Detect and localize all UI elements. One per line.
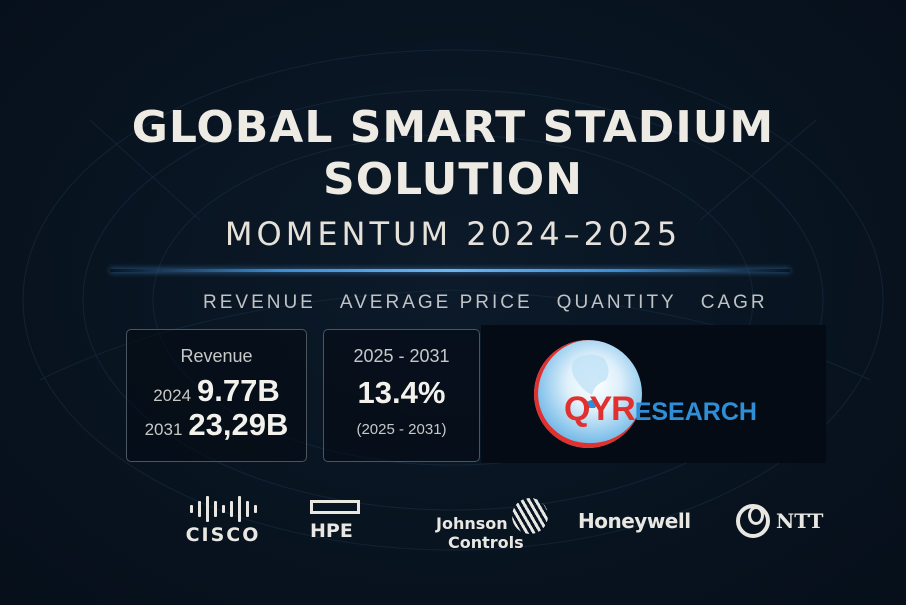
jc-line2: Controls [448, 533, 524, 552]
revenue-value: 23,29B [188, 407, 289, 442]
partner-honeywell: Honeywell [578, 509, 691, 533]
metric-label-cagr: CAGR [700, 292, 768, 313]
cagr-card-heading: 2025 - 2031 [353, 346, 450, 366]
cisco-bars-icon [178, 496, 268, 522]
page-title-line2: SOLUTION [323, 154, 583, 205]
revenue-value: 9.77B [197, 373, 280, 408]
metrics-nav: REVENUE AVERAGE PRICE QUANTITY CAGR [203, 292, 768, 314]
hpe-rectangle-icon [310, 500, 360, 514]
partner-cisco: CISCO [178, 496, 268, 546]
revenue-card-heading: Revenue [180, 346, 253, 366]
partner-logos: CISCO HPE Johnson Controls Honeywell NTT [0, 490, 906, 560]
partner-ntt: NTT [736, 504, 823, 538]
page-subtitle: MOMENTUM 2024–2025 [224, 215, 682, 253]
page-title-line1: GLOBAL SMART STADIUM [131, 102, 775, 153]
logo-suffix: ESEARCH [634, 398, 757, 426]
globe-icon [534, 340, 642, 448]
revenue-year: 2024 [153, 386, 192, 405]
cagr-card: 2025 - 2031 13.4% (2025 - 2031) [323, 329, 480, 462]
metric-label-average-price: AVERAGE PRICE [339, 292, 533, 313]
ntt-wordmark: NTT [776, 509, 824, 533]
hpe-wordmark: HPE [310, 520, 353, 542]
cisco-wordmark: CISCO [185, 524, 261, 546]
revenue-row-2024: 2024 9.77B [127, 373, 306, 409]
qyresearch-logo: QYRESEARCH [481, 325, 826, 463]
revenue-row-2031: 2031 23,29B [127, 407, 306, 443]
revenue-year: 2031 [144, 420, 183, 439]
johnson-controls-wordmark: Johnson Controls [436, 514, 524, 552]
ntt-ring-icon [736, 504, 770, 538]
johnson-controls-mark-icon [512, 498, 548, 534]
logo-prefix: QYR [564, 390, 636, 428]
accent-divider [110, 269, 790, 272]
revenue-card: Revenue 2024 9.77B 2031 23,29B [126, 329, 307, 462]
metric-label-quantity: QUANTITY [556, 292, 677, 313]
cagr-value: 13.4% [357, 375, 446, 410]
cagr-footnote: (2025 - 2031) [356, 421, 447, 438]
metric-label-revenue: REVENUE [203, 292, 316, 313]
partner-johnson-controls: Johnson Controls [436, 498, 548, 552]
jc-line1: Johnson [436, 514, 508, 533]
logo-wordmark: QYRESEARCH [564, 390, 757, 429]
partner-hpe: HPE [310, 500, 360, 542]
